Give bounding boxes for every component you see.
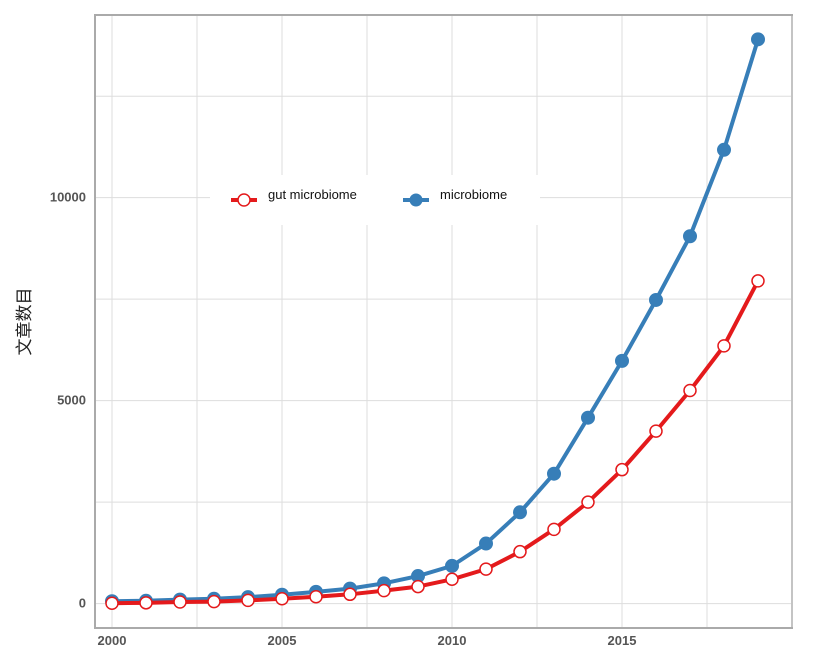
data-point bbox=[547, 522, 561, 537]
data-point bbox=[683, 383, 697, 398]
legend: gut microbiome microbiome bbox=[210, 175, 540, 225]
data-point bbox=[717, 339, 731, 353]
data-point bbox=[445, 572, 459, 587]
data-point bbox=[173, 595, 187, 609]
x-tick-label: 2005 bbox=[268, 633, 297, 648]
data-point bbox=[275, 592, 289, 606]
data-point bbox=[207, 594, 221, 609]
grid bbox=[96, 16, 793, 627]
data-point bbox=[445, 558, 459, 573]
data-point bbox=[751, 274, 765, 288]
legend-marker bbox=[409, 193, 423, 207]
y-tick-label: 5000 bbox=[57, 393, 86, 408]
x-tick-label: 2015 bbox=[608, 633, 637, 648]
legend-label: gut microbiome bbox=[268, 187, 357, 202]
data-point bbox=[105, 596, 119, 610]
data-point bbox=[581, 410, 595, 425]
y-tick-label: 10000 bbox=[50, 190, 86, 205]
data-point bbox=[615, 462, 629, 477]
data-point bbox=[309, 589, 323, 604]
data-point bbox=[547, 466, 561, 481]
data-point bbox=[683, 229, 697, 244]
x-tick-label: 2010 bbox=[438, 633, 467, 648]
data-point bbox=[649, 292, 663, 307]
legend-marker bbox=[237, 193, 251, 207]
data-point bbox=[615, 353, 629, 368]
series-line bbox=[110, 37, 760, 604]
data-point bbox=[479, 536, 493, 551]
data-point bbox=[343, 587, 357, 602]
legend-label: microbiome bbox=[440, 187, 507, 202]
data-point bbox=[649, 424, 663, 438]
y-tick-label: 0 bbox=[79, 596, 86, 611]
data-point bbox=[139, 596, 153, 610]
data-point bbox=[581, 495, 595, 509]
series-gut-microbiome bbox=[105, 274, 765, 610]
data-point bbox=[377, 583, 391, 598]
series-layer bbox=[105, 32, 765, 610]
data-point bbox=[513, 505, 527, 520]
series-microbiome bbox=[105, 32, 765, 609]
data-point bbox=[751, 32, 765, 47]
data-point bbox=[513, 544, 527, 559]
plot-frame bbox=[94, 14, 793, 629]
data-point bbox=[411, 579, 425, 594]
x-tick-label: 2000 bbox=[98, 633, 127, 648]
data-point bbox=[479, 562, 493, 576]
data-point bbox=[717, 142, 731, 157]
data-point bbox=[241, 593, 255, 608]
y-axis-title: 文章数目 bbox=[15, 288, 35, 356]
axis-labels: 2000 2005 2010 2015 0 5000 10000 bbox=[50, 190, 637, 648]
legend-background bbox=[210, 175, 540, 225]
series-line bbox=[110, 278, 760, 606]
